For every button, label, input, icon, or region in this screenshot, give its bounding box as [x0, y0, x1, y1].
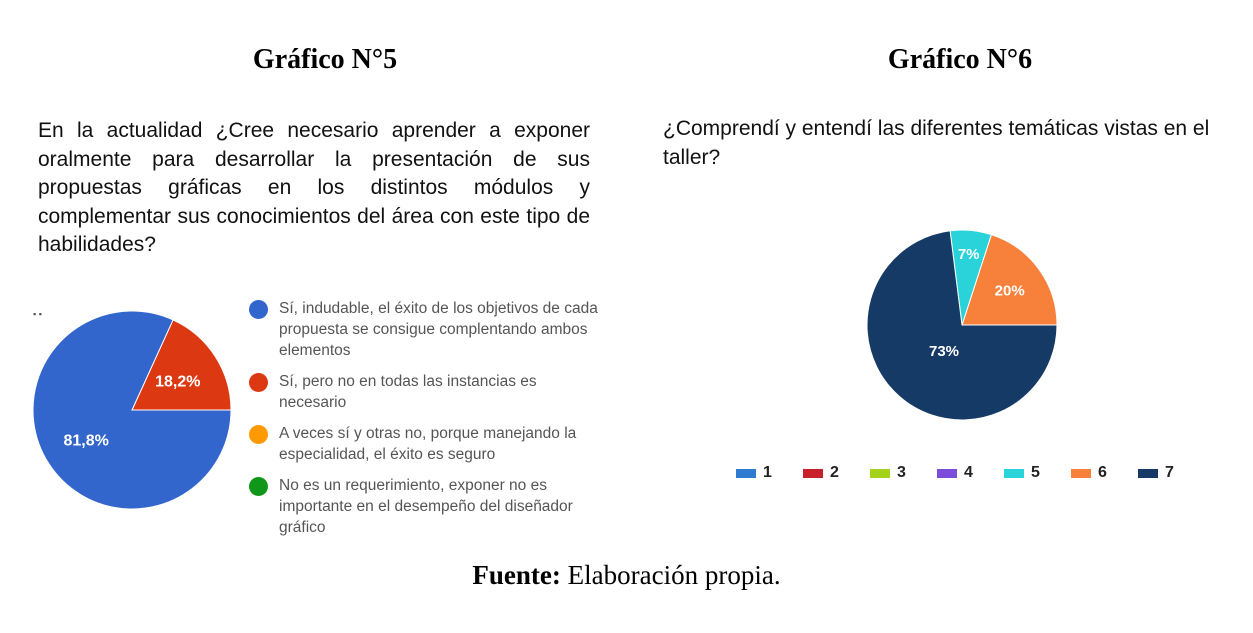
legend-label-2-1: 1 — [763, 464, 772, 481]
pie-slice-1-2 — [131, 319, 232, 411]
legend-swatch-2-1 — [736, 468, 756, 478]
legend-swatch-1-2 — [249, 373, 268, 392]
pie-chart-figure-5: 18,2% 81,8% — [32, 310, 232, 510]
pie-label-1-2: 18,2% — [155, 374, 200, 391]
legend-item-2-6: 6 — [1071, 464, 1107, 482]
legend-label-1-1: Sí, indudable, el éxito de los objetivos… — [279, 300, 598, 359]
pie-label-2-7: 73% — [929, 343, 959, 360]
pie-chart-figure-6: 20% 7% 73% — [866, 229, 1058, 421]
corner-mark: ▪ ▪ — [33, 309, 42, 319]
legend-label-2-2: 2 — [830, 464, 839, 481]
legend-label-1-3: A veces sí y otras no, porque manejando … — [279, 425, 577, 463]
legend-swatch-2-5 — [1004, 468, 1024, 478]
source-caption: Fuente: Elaboración propia. — [0, 560, 1253, 591]
legend-item-1-4: No es un requerimiento, exponer no es im… — [248, 475, 608, 538]
pie-label-1-1: 81,8% — [64, 433, 109, 450]
legend-label-2-7: 7 — [1165, 464, 1174, 481]
pie-slice-2-7 — [866, 230, 1058, 421]
legend-label-2-6: 6 — [1098, 464, 1107, 481]
legend-item-2-2: 2 — [803, 464, 839, 482]
legend-label-1-4: No es un requerimiento, exponer no es im… — [279, 477, 573, 536]
pie-slice-2-6 — [961, 234, 1058, 326]
legend-swatch-2-6 — [1071, 468, 1091, 478]
legend-item-2-5: 5 — [1004, 464, 1040, 482]
pie-label-2-6: 20% — [995, 282, 1025, 299]
figure-5-title: Gráfico N°5 — [252, 44, 398, 75]
source-label: Fuente: — [472, 560, 561, 590]
legend-item-2-1: 1 — [736, 464, 772, 482]
legend-swatch-1-4 — [249, 477, 268, 496]
legend-swatch-2-3 — [870, 468, 890, 478]
legend-label-2-4: 4 — [964, 464, 973, 481]
legend-swatch-1-3 — [249, 425, 268, 444]
pie-slice-1-1 — [32, 310, 232, 510]
legend-swatch-1-1 — [249, 300, 268, 319]
legend-item-1-3: A veces sí y otras no, porque manejando … — [248, 423, 608, 465]
legend-item-1-1: Sí, indudable, el éxito de los objetivos… — [248, 298, 608, 361]
legend-label-2-5: 5 — [1031, 464, 1040, 481]
legend-label-1-2: Sí, pero no en todas las instancias es n… — [279, 373, 537, 411]
legend-item-1-2: Sí, pero no en todas las instancias es n… — [248, 371, 608, 413]
pie-label-2-5: 7% — [958, 246, 980, 263]
legend-figure-5: Sí, indudable, el éxito de los objetivos… — [248, 298, 608, 548]
legend-swatch-2-4 — [937, 468, 957, 478]
legend-figure-6: 1 2 3 4 5 6 7 — [736, 464, 1196, 486]
figure-5-question: En la actualidad ¿Cree necesario aprende… — [38, 119, 590, 256]
figure-6-title: Gráfico N°6 — [887, 44, 1033, 75]
figure-6-question: ¿Comprendí y entendí las diferentes temá… — [663, 117, 1210, 169]
legend-label-2-3: 3 — [897, 464, 906, 481]
legend-item-2-4: 4 — [937, 464, 973, 482]
legend-item-2-7: 7 — [1138, 464, 1174, 482]
legend-swatch-2-7 — [1138, 468, 1158, 478]
legend-swatch-2-2 — [803, 468, 823, 478]
legend-item-2-3: 3 — [870, 464, 906, 482]
source-text: Elaboración propia. — [560, 560, 781, 590]
